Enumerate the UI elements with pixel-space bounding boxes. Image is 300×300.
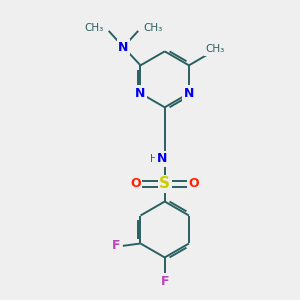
Text: N: N [135, 87, 146, 100]
Text: H: H [150, 154, 158, 164]
Text: O: O [130, 177, 141, 190]
Text: O: O [189, 177, 200, 190]
Text: CH₃: CH₃ [84, 23, 104, 33]
Text: N: N [157, 152, 167, 165]
Text: CH₃: CH₃ [143, 23, 163, 33]
Text: CH₃: CH₃ [206, 44, 225, 54]
Text: F: F [112, 239, 121, 252]
Text: S: S [159, 176, 170, 191]
Text: F: F [160, 275, 169, 288]
Text: N: N [118, 40, 129, 54]
Text: N: N [184, 87, 194, 100]
